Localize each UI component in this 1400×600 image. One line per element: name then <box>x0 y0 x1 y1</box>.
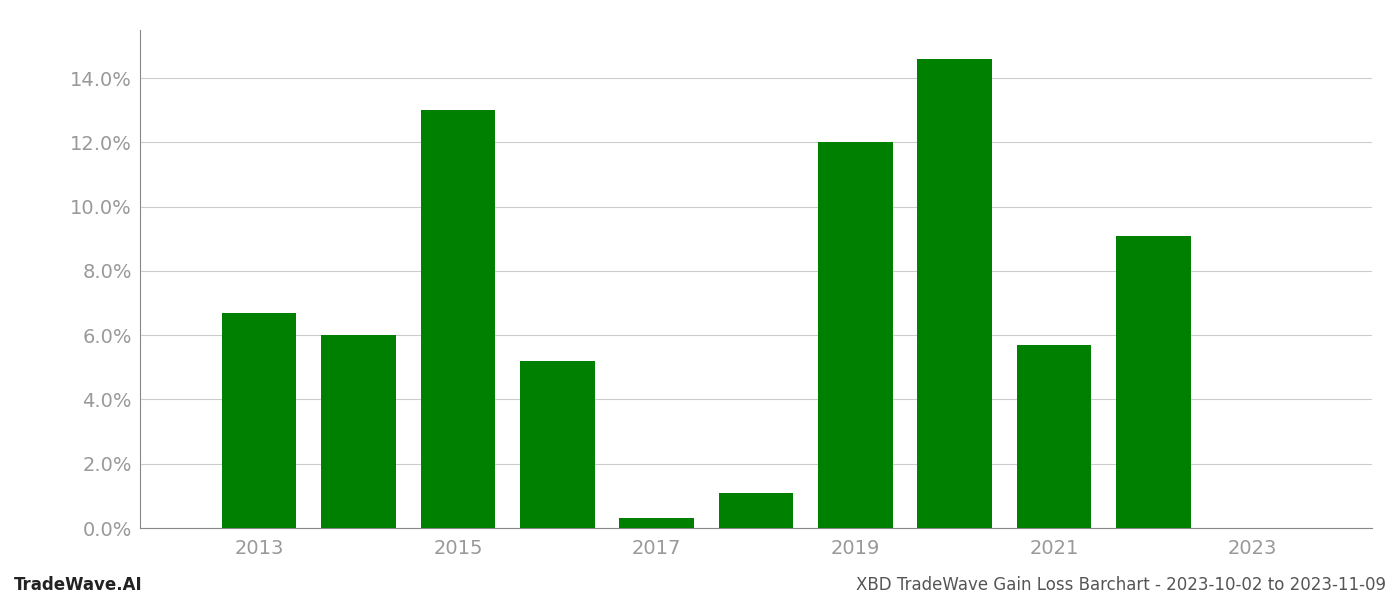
Bar <box>322 335 396 528</box>
Bar <box>619 518 694 528</box>
Bar <box>718 493 794 528</box>
Bar <box>917 59 993 528</box>
Bar <box>1016 345 1092 528</box>
Bar <box>223 313 297 528</box>
Text: XBD TradeWave Gain Loss Barchart - 2023-10-02 to 2023-11-09: XBD TradeWave Gain Loss Barchart - 2023-… <box>855 576 1386 594</box>
Bar <box>420 110 496 528</box>
Bar <box>818 142 893 528</box>
Bar <box>519 361 595 528</box>
Bar <box>1116 236 1190 528</box>
Text: TradeWave.AI: TradeWave.AI <box>14 576 143 594</box>
